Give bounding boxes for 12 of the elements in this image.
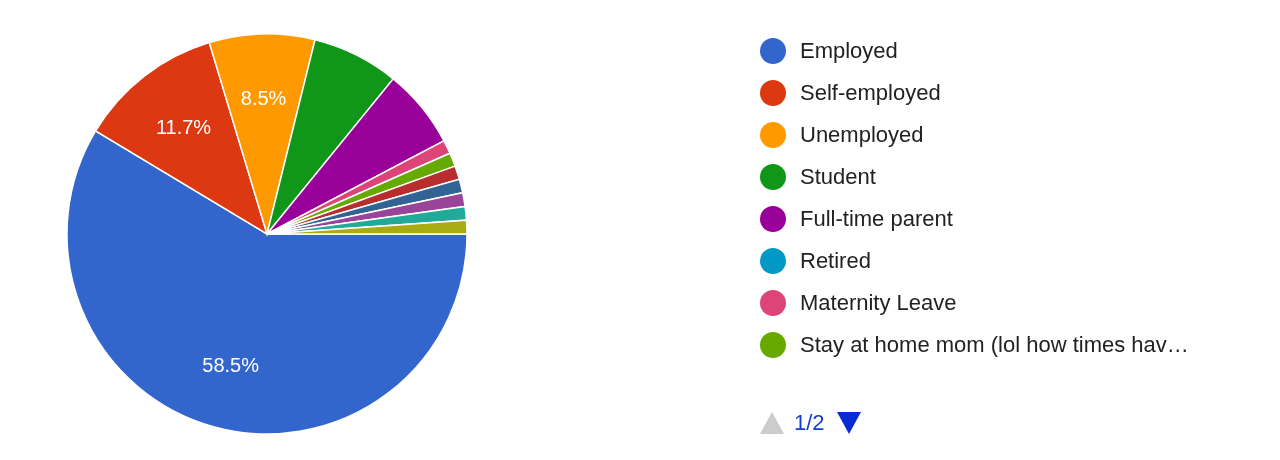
text: 1/2 [794, 410, 825, 436]
legend-label: Self-employed [800, 80, 941, 106]
data-label: 8.5% [240, 87, 287, 110]
legend-label: Student [800, 164, 876, 190]
legend-label: Employed [800, 38, 898, 64]
legend-label: Full-time parent [800, 206, 953, 232]
legend-label: Maternity Leave [800, 290, 957, 316]
legend-label: Retired [800, 248, 871, 274]
data-label: 58.5% [202, 354, 260, 377]
legend-label: Unemployed [800, 122, 924, 148]
data-label: 11.7% [155, 115, 212, 138]
legend-label: Stay at home mom (lol how times hav… [800, 332, 1189, 358]
